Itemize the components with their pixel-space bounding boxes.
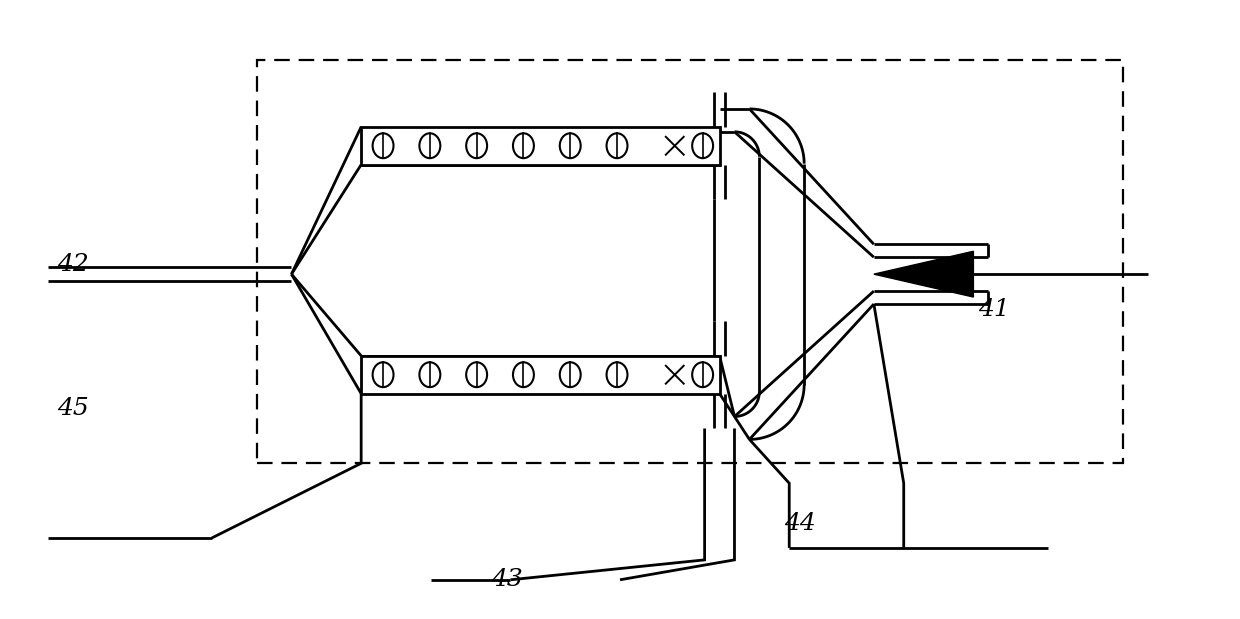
Text: 43: 43 (491, 568, 522, 591)
Text: 42: 42 (57, 253, 89, 275)
Text: 44: 44 (784, 511, 816, 535)
Text: 45: 45 (57, 397, 89, 420)
Bar (361, 356, 719, 394)
Polygon shape (874, 251, 973, 297)
Bar (257, 60, 1122, 463)
Bar (361, 127, 719, 165)
Text: 41: 41 (978, 298, 1011, 321)
